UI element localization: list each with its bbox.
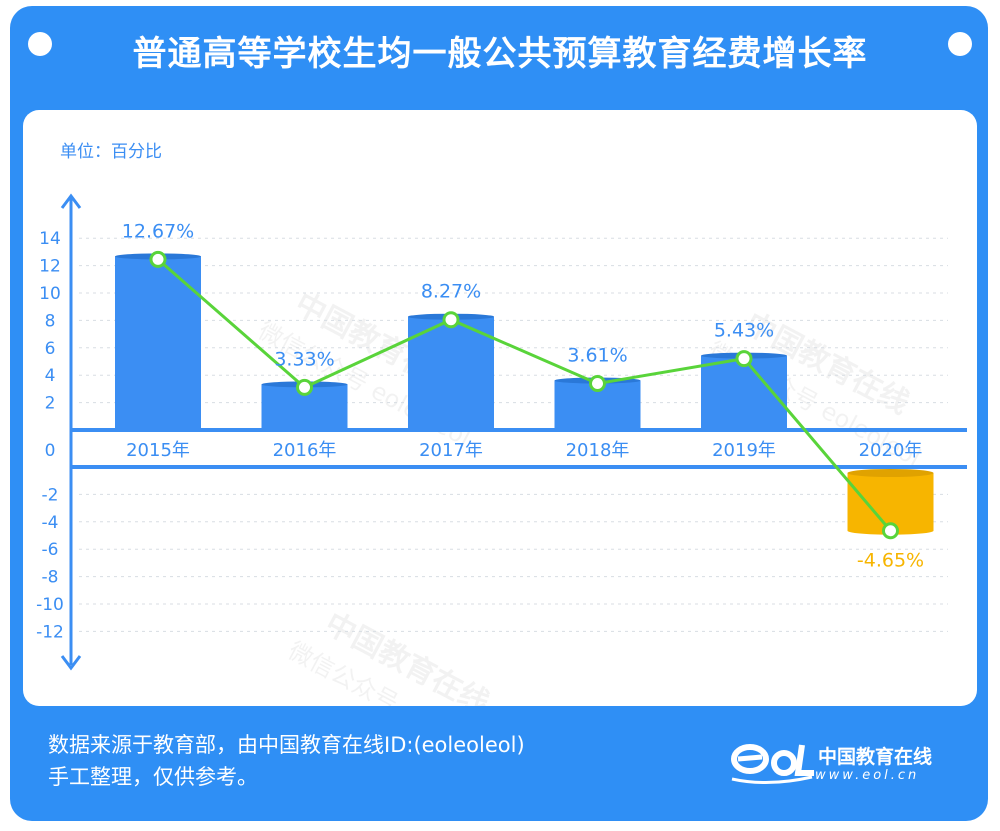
trend-line	[149, 250, 899, 540]
eol-logo-icon	[731, 744, 814, 785]
chart-panel: 中国教育在线 微信公众号 eoleoleol 中国教育在线 微信公众号 eoleole…	[23, 110, 977, 706]
category-labels: 2015年 2016年 2017年 2018年 2019年 2020年	[126, 440, 922, 461]
category-label: 2020年	[859, 440, 923, 461]
category-label: 2019年	[712, 440, 776, 461]
y-tick-label: -4	[42, 513, 59, 533]
data-point	[442, 311, 460, 329]
value-label: 3.61%	[567, 345, 627, 367]
source-line-1: 数据来源于教育部，由中国教育在线ID:(eoleoleol)	[48, 733, 525, 757]
left-hole-icon	[28, 32, 52, 56]
axes	[60, 193, 967, 671]
bar	[408, 316, 494, 430]
value-label: 8.27%	[421, 281, 481, 303]
y-axis-arrow-up-icon	[60, 193, 82, 209]
y-axis-arrow-down-icon	[60, 655, 82, 671]
source-line-2: 手工整理，仅供参考。	[48, 765, 258, 789]
y-tick-label: 2	[45, 394, 56, 414]
y-tick-label: 8	[45, 311, 56, 331]
data-point	[735, 350, 753, 368]
value-label: -4.65%	[857, 550, 924, 572]
data-point	[882, 522, 899, 540]
y-tick-label: 10	[39, 284, 61, 304]
value-label: 3.33%	[274, 348, 334, 370]
grid	[79, 237, 948, 632]
unit-label: 单位：百分比	[60, 142, 162, 162]
y-tick-label: 14	[39, 229, 61, 249]
logo-name: 中国教育在线	[818, 746, 933, 768]
y-tick-label: 6	[45, 339, 56, 359]
y-tick-label: 0	[45, 441, 56, 461]
y-ticks: 14 12 10 8 6 4 2 0 -2 -4 -6 -8 -10 -12	[36, 229, 64, 642]
trend-line-path	[157, 258, 892, 532]
category-label: 2015年	[126, 440, 190, 461]
chart-title: 普通高等学校生均一般公共预算教育经费增长率	[132, 34, 868, 74]
value-label: 12.67%	[122, 220, 194, 242]
y-tick-label: 12	[39, 257, 61, 277]
bar-cap	[847, 469, 934, 477]
right-hole-icon	[948, 32, 972, 56]
category-label: 2018年	[566, 440, 630, 461]
y-tick-label: -8	[42, 568, 59, 588]
value-labels: 12.67% 3.33% 8.27% 3.61% 5.43% -4.65%	[122, 220, 924, 571]
y-tick-label: 4	[45, 366, 56, 386]
y-tick-label: -12	[36, 622, 64, 642]
y-tick-label: -10	[36, 595, 64, 615]
data-point	[296, 378, 313, 396]
data-point	[149, 250, 167, 268]
logo-url: www.eol.cn	[815, 768, 920, 783]
bar	[115, 256, 201, 430]
category-label: 2017年	[419, 440, 483, 461]
bar	[847, 473, 934, 531]
value-label: 5.43%	[714, 320, 774, 342]
y-tick-label: -6	[42, 540, 59, 560]
data-point	[589, 375, 606, 393]
y-tick-label: -2	[42, 485, 59, 505]
category-label: 2016年	[273, 440, 337, 461]
